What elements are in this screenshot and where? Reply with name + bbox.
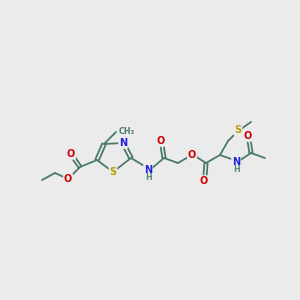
Text: N: N xyxy=(232,157,240,167)
Text: O: O xyxy=(200,176,208,186)
Text: O: O xyxy=(188,150,196,160)
Text: N: N xyxy=(119,138,127,148)
Text: S: S xyxy=(234,125,242,135)
Text: H: H xyxy=(146,173,152,182)
Text: O: O xyxy=(67,149,75,159)
Text: H: H xyxy=(234,166,240,175)
Text: O: O xyxy=(244,131,252,141)
Text: O: O xyxy=(157,136,165,146)
Text: N: N xyxy=(144,165,152,175)
Text: O: O xyxy=(64,174,72,184)
Text: CH₃: CH₃ xyxy=(119,127,135,136)
Text: S: S xyxy=(110,167,117,177)
